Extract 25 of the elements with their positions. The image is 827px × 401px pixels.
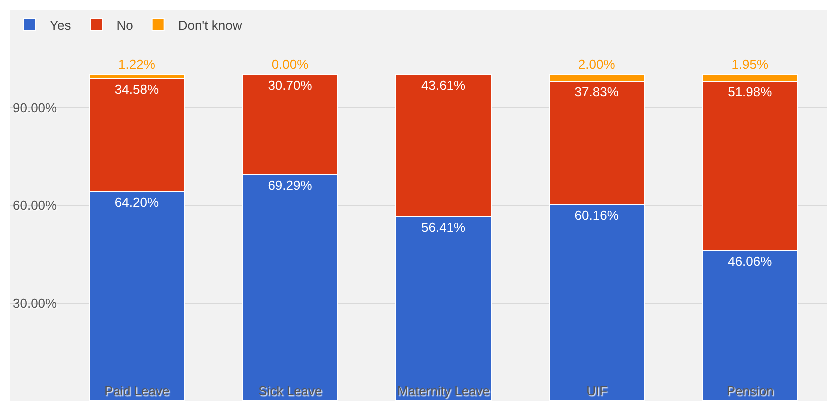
data-label: 0.00%: [272, 57, 310, 72]
data-label: 1.95%: [732, 57, 769, 72]
y-tick-label: 30.00%: [13, 296, 58, 311]
x-tick-label: Maternity Leave: [398, 383, 490, 398]
data-label: 34.58%: [114, 82, 160, 98]
data-label: 46.06%: [728, 254, 773, 269]
data-label: 56.41%: [422, 220, 466, 236]
data-label: 37.83%: [574, 84, 620, 100]
legend-label: Yes: [50, 18, 72, 34]
legend-label: No: [116, 18, 134, 34]
x-tick-label: Pension: [726, 383, 774, 398]
data-label: 2.00%: [578, 57, 616, 72]
y-tick-label: 90.00%: [13, 100, 58, 116]
legend-label: Don't know: [178, 18, 243, 34]
x-tick-label: Sick Leave: [258, 383, 322, 398]
data-label: 30.70%: [268, 78, 313, 94]
x-tick-label: UIF: [586, 383, 608, 398]
data-label: 60.16%: [574, 208, 620, 223]
data-label: 1.22%: [118, 57, 156, 72]
x-tick-label: Paid Leave: [104, 383, 170, 398]
data-label: 64.20%: [114, 194, 160, 210]
data-label: 51.98%: [728, 84, 773, 100]
data-label: 43.61%: [422, 78, 466, 94]
data-label: 69.29%: [268, 178, 313, 194]
y-tick-label: 60.00%: [13, 198, 58, 214]
